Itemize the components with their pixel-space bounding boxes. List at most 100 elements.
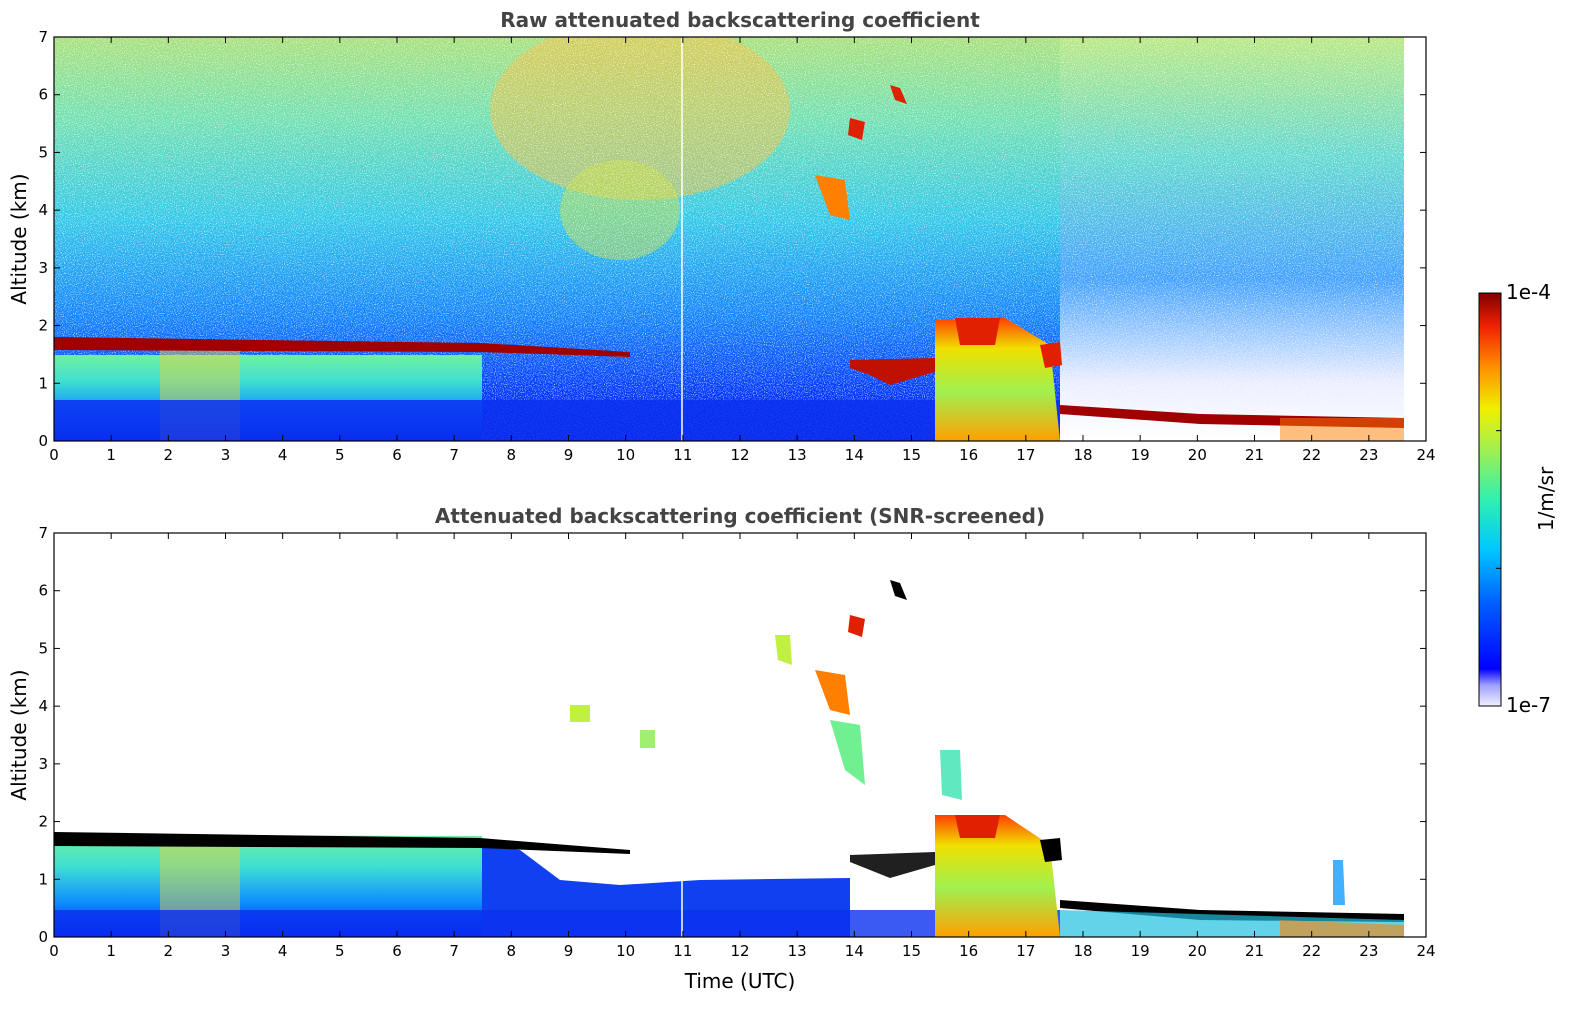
screened-x-tick-label: 8 [507, 942, 517, 960]
screened-mid-cloud-trail [830, 720, 865, 785]
screened-x-tick-label: 1 [106, 942, 116, 960]
screened-mid-level-cloud [815, 670, 850, 715]
screened-y-tick-label: 0 [38, 928, 48, 946]
screened-convective-cloud [935, 815, 1060, 937]
screened-y-tick-label: 3 [38, 755, 48, 773]
screened-late-spike [1333, 860, 1345, 905]
raw-surface-layer [54, 400, 1060, 441]
x-axis-label: Time (UTC) [684, 969, 796, 993]
screened-y-tick-label: 6 [38, 582, 48, 600]
screened-x-tick-label: 16 [959, 942, 978, 960]
raw-convective-cloud [935, 318, 1060, 441]
screened-surface-base [54, 910, 1060, 937]
raw-x-tick-label: 13 [788, 446, 807, 464]
raw-cloud-top-layer [54, 337, 630, 357]
colorbar-gradient [1478, 292, 1502, 707]
screened-x-tick-label: 22 [1302, 942, 1321, 960]
raw-x-tick-label: 21 [1245, 446, 1264, 464]
raw-no-data-region [1404, 37, 1426, 441]
screened-panel-title: Attenuated backscattering coefficient (S… [435, 504, 1045, 528]
raw-y-tick-label: 4 [38, 201, 48, 219]
screened-x-tick-label: 15 [902, 942, 921, 960]
raw-x-tick-label: 23 [1359, 446, 1378, 464]
screened-x-tick-label: 14 [845, 942, 864, 960]
screened-aerosol-patch-1 [570, 705, 590, 722]
raw-y-axis-label: Altitude (km) [7, 173, 31, 304]
raw-x-tick-label: 15 [902, 446, 921, 464]
raw-x-tick-label: 5 [335, 446, 345, 464]
raw-heatmap [54, 37, 1426, 441]
screened-x-tick-label: 9 [564, 942, 574, 960]
raw-x-tick-label: 14 [845, 446, 864, 464]
screened-x-tick-label: 7 [449, 942, 459, 960]
screened-panel: Attenuated backscattering coefficient (S… [7, 504, 1436, 993]
screened-x-tick-label: 19 [1131, 942, 1150, 960]
raw-x-tick-label: 18 [1073, 446, 1092, 464]
screened-x-tick-label: 17 [1016, 942, 1035, 960]
screened-x-tick-label: 11 [673, 942, 692, 960]
raw-x-tick-label: 24 [1416, 446, 1435, 464]
screened-y-tick-label: 7 [38, 524, 48, 542]
screened-y-tick-label: 2 [38, 813, 48, 831]
screened-x-tick-label: 12 [730, 942, 749, 960]
screened-x-tick-label: 2 [164, 942, 174, 960]
screened-axes: 0 1 2 3 4 5 6 7 8 9 10 11 12 13 14 15 16 17 18 19 20 21 22 23 24… [38, 524, 1435, 960]
raw-x-tick-label: 6 [392, 446, 402, 464]
screened-cloud-top-layer [54, 832, 630, 854]
raw-x-tick-label: 16 [959, 446, 978, 464]
raw-cloud-fragment-top [890, 85, 907, 104]
screened-heatmap [54, 533, 1426, 937]
screened-convective-top [955, 815, 1000, 838]
screened-cloud-fragment-late [1040, 838, 1062, 862]
raw-convective-top [955, 318, 1000, 345]
screened-x-tick-label: 18 [1073, 942, 1092, 960]
screened-y-tick-label: 4 [38, 697, 48, 715]
raw-y-tick-label: 5 [38, 143, 48, 161]
raw-y-tick-label: 6 [38, 86, 48, 104]
raw-y-tick-label: 3 [38, 259, 48, 277]
raw-panel: Raw attenuated backscattering coefficien… [7, 8, 1436, 464]
screened-cloud-fragment-top [890, 580, 907, 600]
raw-cloud-fragment-high [848, 118, 865, 140]
raw-axes: 0 1 2 3 4 5 6 7 8 9 10 11 12 13 14 15 16 17 18 19 20 21 22 23 24… [38, 28, 1435, 464]
screened-x-tick-label: 10 [616, 942, 635, 960]
screened-mid-cloud-base [850, 852, 935, 878]
raw-x-tick-label: 1 [106, 446, 116, 464]
raw-x-tick-label: 11 [673, 446, 692, 464]
raw-x-tick-label: 19 [1131, 446, 1150, 464]
screened-x-tick-label: 21 [1245, 942, 1264, 960]
screened-x-tick-label: 0 [49, 942, 59, 960]
screened-cloud-fragment-high [848, 615, 865, 637]
screened-x-tick-label: 13 [788, 942, 807, 960]
screened-cloud-streak [940, 750, 962, 800]
colorbar-max-label: 1e-4 [1506, 280, 1551, 304]
raw-x-tick-label: 7 [449, 446, 459, 464]
screened-no-data-region [1404, 533, 1426, 937]
raw-x-tick-label: 20 [1188, 446, 1207, 464]
raw-x-tick-label: 9 [564, 446, 574, 464]
screened-x-tick-label: 5 [335, 942, 345, 960]
screened-x-tick-label: 24 [1416, 942, 1435, 960]
colorbar-min-label: 1e-7 [1506, 693, 1551, 717]
screened-low-cloud-orange [1280, 920, 1404, 937]
screened-x-tick-label: 20 [1188, 942, 1207, 960]
screened-x-tick-label: 6 [392, 942, 402, 960]
raw-y-tick-label: 1 [38, 374, 48, 392]
raw-x-tick-label: 0 [49, 446, 59, 464]
screened-x-tick-label: 4 [278, 942, 288, 960]
screened-y-tick-label: 5 [38, 639, 48, 657]
raw-y-tick-label: 2 [38, 317, 48, 335]
raw-y-tick-label: 7 [38, 28, 48, 46]
raw-x-tick-label: 22 [1302, 446, 1321, 464]
raw-x-tick-label: 3 [221, 446, 231, 464]
colorbar-unit-label: 1/m/sr [1534, 466, 1558, 531]
raw-x-tick-label: 2 [164, 446, 174, 464]
colorbar: 1e-4 1e-7 1/m/sr [1478, 280, 1558, 717]
raw-panel-title: Raw attenuated backscattering coefficien… [500, 8, 980, 32]
raw-mid-level-cloud [815, 175, 850, 220]
raw-y-tick-label: 0 [38, 432, 48, 450]
screened-aerosol-patch-3 [775, 635, 792, 665]
raw-x-tick-label: 12 [730, 446, 749, 464]
raw-cloud-fragment-late [1040, 342, 1062, 368]
